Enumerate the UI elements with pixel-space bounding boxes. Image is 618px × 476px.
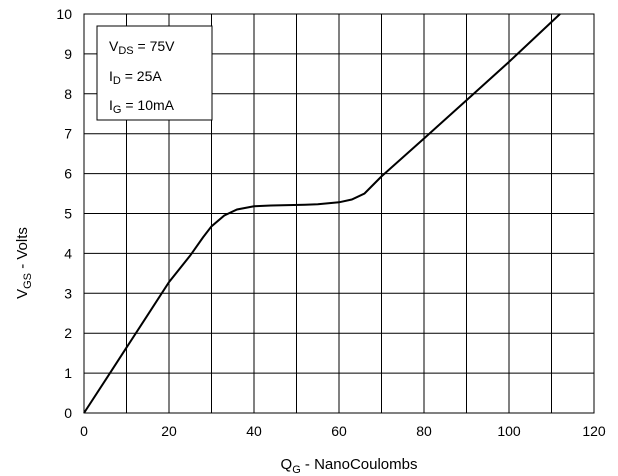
- y-tick-label: 5: [64, 206, 72, 222]
- x-tick-label: 20: [161, 423, 177, 439]
- y-tick-label: 4: [64, 245, 72, 261]
- y-tick-label: 6: [64, 166, 72, 182]
- legend-frame: [96, 25, 213, 121]
- y-axis-label: VGS - Volts: [14, 227, 34, 299]
- y-tick-label: 9: [64, 46, 72, 62]
- x-axis-label: QG - NanoCoulombs: [281, 456, 418, 476]
- grid-lines: [84, 14, 594, 413]
- x-tick-label: 0: [80, 423, 88, 439]
- legend-box: VDS = 75V ID = 25A IG = 10mA: [96, 25, 213, 121]
- series-line: [83, 13, 561, 414]
- y-tick-label: 10: [56, 6, 72, 22]
- y-tick-label: 0: [64, 405, 72, 421]
- y-tick-label: 2: [64, 325, 72, 341]
- x-tick-labels: 0 20 40 60 80 100 120: [80, 423, 606, 439]
- y-tick-label: 8: [64, 86, 72, 102]
- legend-vds: VDS = 75V: [109, 38, 175, 57]
- plot-frame: [83, 13, 595, 414]
- y-tick-labels: 0 1 2 3 4 5 6 7 8 9 10: [56, 6, 72, 421]
- y-tick-label: 1: [64, 365, 72, 381]
- legend-id: ID = 25A: [109, 68, 162, 87]
- legend-ig: IG = 10mA: [109, 97, 175, 116]
- x-tick-label: 40: [246, 423, 262, 439]
- x-tick-label: 100: [497, 423, 521, 439]
- x-tick-label: 120: [582, 423, 606, 439]
- y-tick-label: 3: [64, 285, 72, 301]
- x-tick-label: 80: [416, 423, 432, 439]
- x-tick-label: 60: [331, 423, 347, 439]
- y-tick-label: 7: [64, 126, 72, 142]
